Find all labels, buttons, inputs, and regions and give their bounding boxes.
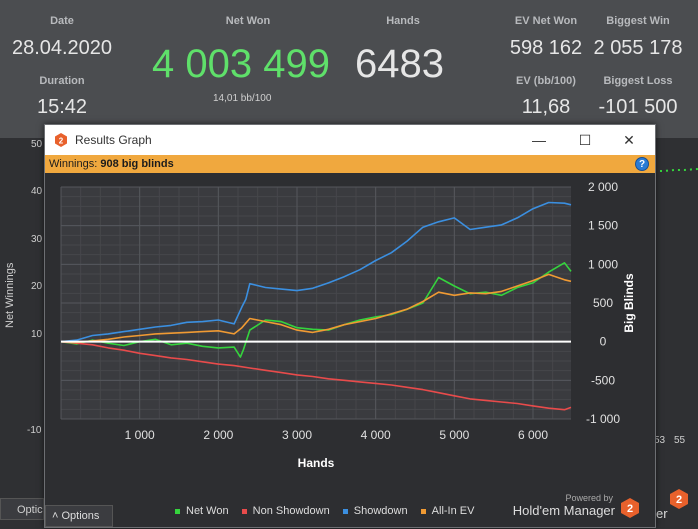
background-hm2-logo-icon: 2 [670, 489, 688, 509]
winnings-label: Winnings: 908 big blinds [49, 158, 174, 170]
maximize-button[interactable]: ☐ [578, 132, 592, 148]
window-titlebar[interactable]: 2 Results Graph — ☐ ✕ [45, 125, 655, 155]
winnings-value: 908 big blinds [100, 158, 174, 170]
legend-swatch [420, 508, 426, 514]
ev-net-won-value: 598 162 [509, 37, 583, 59]
brand-logo-text: 2 [627, 503, 633, 515]
minimize-button[interactable]: — [532, 132, 546, 148]
y-tick-label: -500 [591, 373, 615, 387]
background-ytick: 40 [31, 186, 43, 197]
date-value: 28.04.2020 [11, 37, 113, 59]
biggest-loss-value: -101 500 [598, 96, 678, 118]
close-button[interactable]: ✕ [623, 132, 635, 148]
background-ytick: -10 [27, 425, 42, 436]
x-axis-label: Hands [298, 456, 335, 470]
legend-item-net-won[interactable]: Net Won [175, 505, 229, 517]
x-tick-label: 2 000 [203, 428, 233, 442]
powered-by-text: Powered by [565, 493, 613, 503]
duration-label: Duration [39, 75, 85, 87]
x-tick-label: 3 000 [282, 428, 312, 442]
series-line-showdown [60, 201, 572, 343]
y-tick-label: 1 000 [588, 257, 618, 271]
x-tick-label: 1 000 [125, 428, 155, 442]
winnings-label-text: Winnings: [49, 158, 101, 170]
background-green-line [654, 168, 698, 172]
x-tick-label: 4 000 [361, 428, 391, 442]
help-icon[interactable]: ? [635, 157, 649, 171]
background-options-label: Optic [17, 504, 43, 516]
legend-item-all-in-ev[interactable]: All-In EV [420, 505, 475, 517]
background-xtick: 53 [654, 435, 666, 446]
results-chart: 1 000 2 000 3 000 4 000 5 000 6 000 2 000 1 500… [60, 180, 636, 470]
biggest-loss-label: Biggest Loss [603, 75, 673, 87]
options-label: Options [61, 510, 100, 522]
background-xtick: 55 [674, 435, 686, 446]
x-tick-label: 6 000 [518, 428, 548, 442]
hands-label: Hands [386, 15, 420, 27]
background-ytick: 50 [31, 139, 43, 150]
background-ytick: 30 [31, 234, 43, 245]
x-tick-label: 5 000 [439, 428, 469, 442]
series-line-non-showdown [60, 340, 572, 411]
y-tick-label: 2 000 [588, 180, 618, 194]
y-tick-label: 1 500 [588, 219, 618, 233]
stats-panel: Date 28.04.2020 Duration 15:42 Net Won 4… [0, 0, 698, 138]
legend-item-showdown[interactable]: Showdown [342, 505, 408, 517]
ev-bb100-label: EV (bb/100) [516, 75, 576, 87]
brand-name: Hold'em Manager [512, 503, 615, 518]
y-tick-label: 500 [593, 296, 613, 310]
svg-text:2: 2 [59, 137, 64, 146]
chevron-up-icon: ˄ [52, 510, 59, 522]
duration-value: 15:42 [36, 96, 88, 118]
y-tick-label: -1 000 [586, 412, 620, 426]
background-ytick: 20 [31, 281, 43, 292]
background-ytick: 10 [31, 329, 43, 340]
results-graph-window: 2 Results Graph — ☐ ✕ Winnings: 908 big … [44, 124, 656, 528]
y-axis-label: Big Blinds [622, 273, 636, 333]
options-button[interactable]: ˄ Options [45, 505, 113, 527]
ev-net-won-label: EV Net Won [514, 15, 578, 27]
legend-label: All-In EV [431, 505, 475, 517]
legend-item-non-showdown[interactable]: Non Showdown [241, 505, 330, 517]
chart-legend: Net Won Non Showdown Showdown All-In EV [175, 505, 484, 519]
legend-swatch [241, 508, 247, 514]
net-won-label: Net Won [225, 15, 271, 27]
hm2-logo-icon: 2 [621, 498, 639, 518]
hm2-app-icon: 2 [55, 133, 67, 147]
legend-label: Non Showdown [252, 505, 330, 517]
net-won-bb100: 14,01 bb/100 [213, 93, 272, 104]
background-ylabel: Net Winnings [4, 262, 16, 328]
window-title: Results Graph [75, 133, 152, 147]
series-line-all-in-ev [60, 273, 572, 344]
ev-bb100-value: 11,68 [521, 96, 571, 118]
date-label: Date [50, 15, 74, 27]
legend-label: Net Won [186, 505, 229, 517]
biggest-win-label: Biggest Win [606, 15, 670, 27]
biggest-win-value: 2 055 178 [593, 37, 683, 59]
legend-label: Showdown [353, 505, 408, 517]
svg-text:2: 2 [676, 494, 682, 506]
winnings-banner: Winnings: 908 big blinds ? [45, 155, 655, 173]
background-options-button[interactable]: Optic [0, 498, 44, 520]
net-won-value: 4 003 499 [152, 42, 330, 86]
hands-value: 6483 [355, 42, 444, 86]
background-brand-text: er [656, 506, 668, 521]
legend-swatch [175, 508, 180, 514]
y-tick-label: 0 [600, 335, 607, 349]
legend-swatch [342, 508, 348, 514]
